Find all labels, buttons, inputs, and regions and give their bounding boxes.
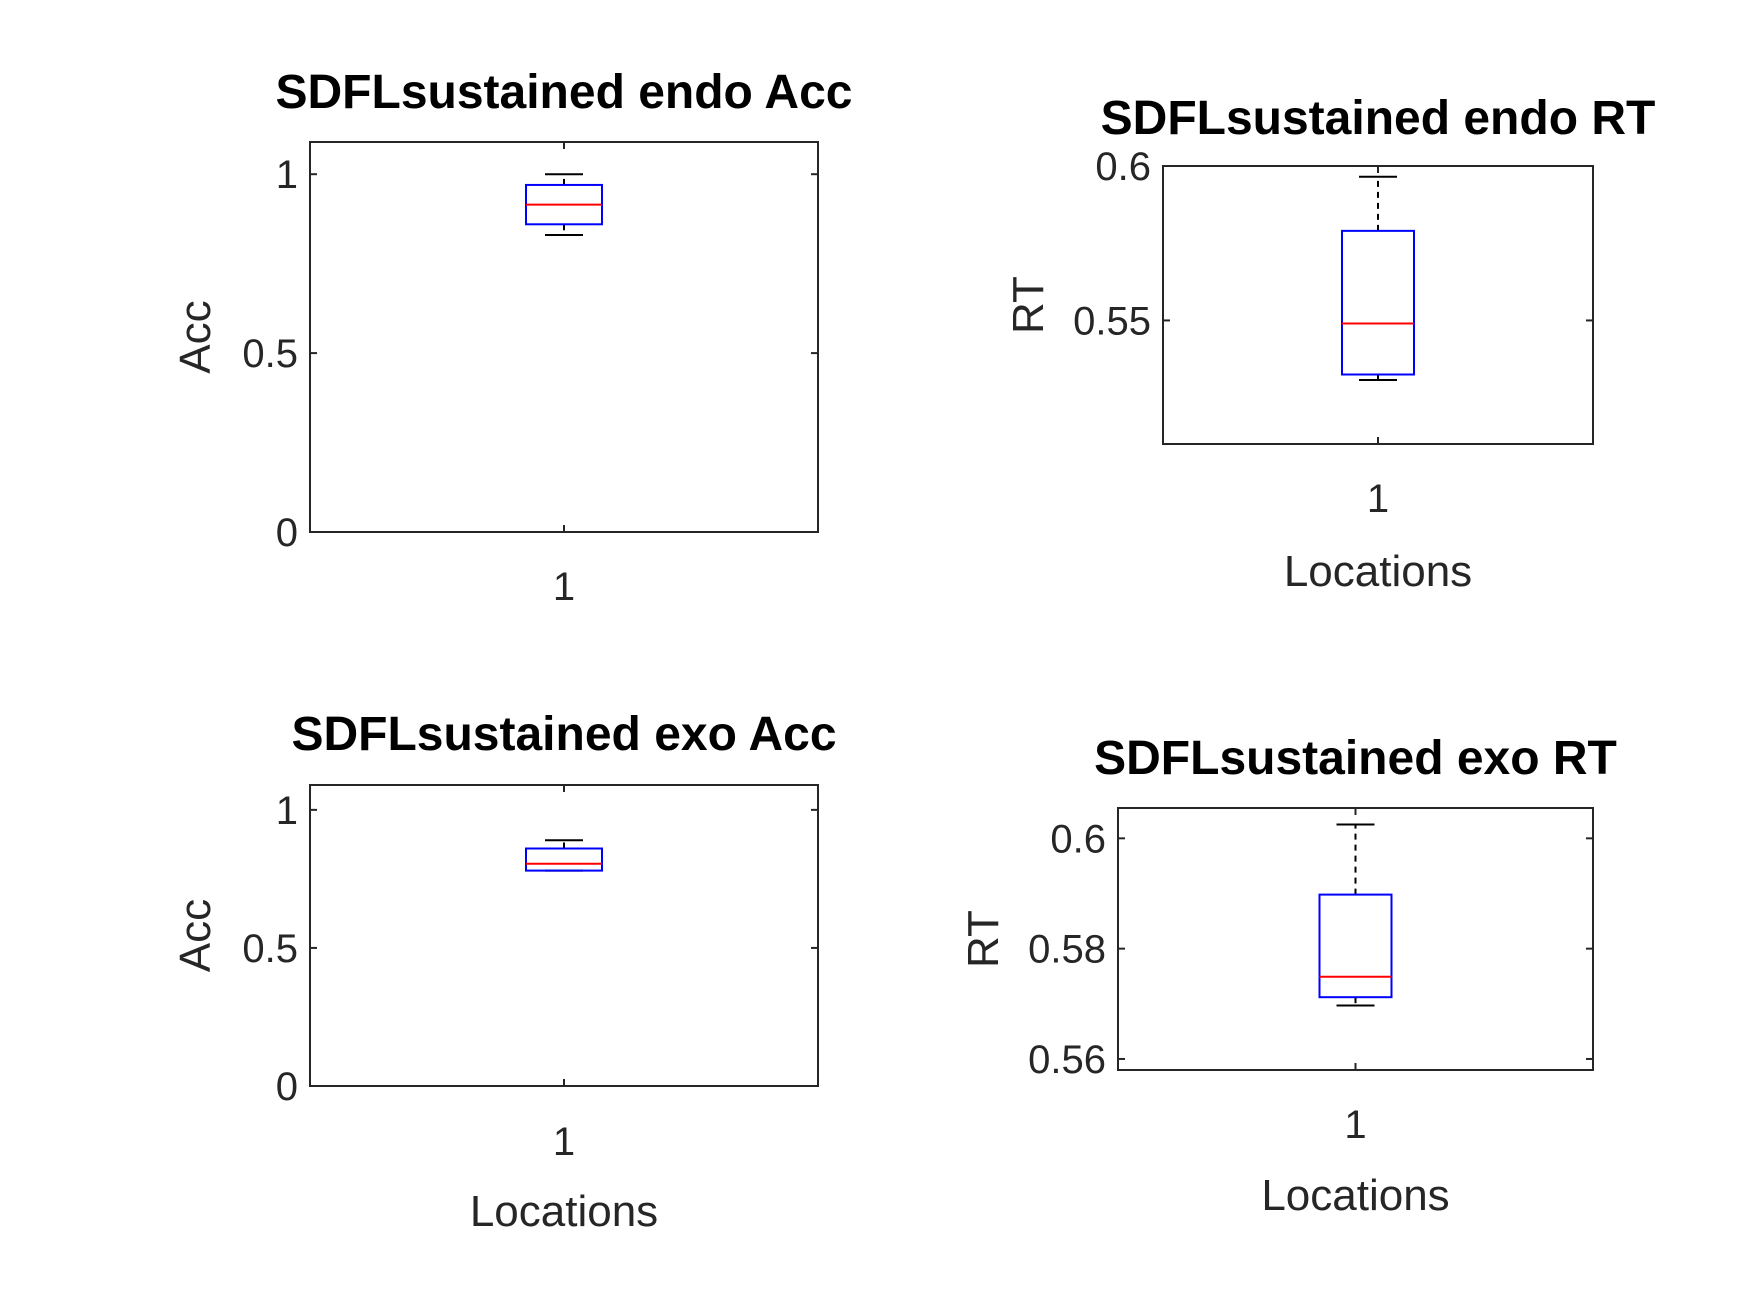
y-tick-label: 1	[276, 789, 298, 833]
box-iqr	[525, 847, 603, 872]
subplot-title: SDFLsustained exo Acc	[291, 708, 836, 761]
y-tick-label: 0.6	[1050, 817, 1106, 861]
box-iqr	[1318, 893, 1393, 999]
x-axis-label: Locations	[1284, 547, 1472, 596]
y-tick-label: 0.55	[1073, 299, 1151, 343]
y-tick-label: 0.5	[242, 927, 298, 971]
x-tick-label: 1	[553, 1120, 575, 1164]
y-tick-label: 0	[276, 1065, 298, 1109]
y-axis-label: Acc	[171, 300, 220, 373]
y-tick-label: 0.56	[1028, 1038, 1106, 1082]
y-tick-label: 0.6	[1095, 145, 1151, 189]
x-tick-label: 1	[553, 565, 575, 609]
y-tick-label: 0	[276, 511, 298, 555]
x-axis-label: Locations	[470, 1187, 658, 1236]
subplot-1: 0 0.5 1 1 SDFLsustained endo Acc Acc	[171, 66, 852, 609]
y-axis-label: RT	[1004, 276, 1053, 334]
subplot-title: SDFLsustained exo RT	[1094, 732, 1617, 785]
subplot-2: 0.55 0.6 1 SDFLsustained endo RT RT Locations	[1004, 92, 1655, 596]
subplot-title: SDFLsustained endo Acc	[276, 66, 853, 119]
subplot-title: SDFLsustained endo RT	[1101, 92, 1656, 145]
box-iqr	[1341, 229, 1415, 376]
subplot-3: 0 0.5 1 1 SDFLsustained exo Acc Acc Locations	[171, 708, 837, 1236]
y-axis-label: Acc	[171, 899, 220, 972]
x-tick-label: 1	[1344, 1103, 1366, 1147]
x-axis-label: Locations	[1261, 1171, 1449, 1220]
x-tick-label: 1	[1367, 477, 1389, 521]
y-tick-label: 0.58	[1028, 928, 1106, 972]
y-tick-label: 0.5	[242, 332, 298, 376]
subplot-4: 0.56 0.58 0.6 1 SDFLsustained exo RT RT Locati…	[959, 732, 1617, 1220]
y-tick-label: 1	[276, 153, 298, 197]
y-axis-label: RT	[959, 910, 1008, 968]
